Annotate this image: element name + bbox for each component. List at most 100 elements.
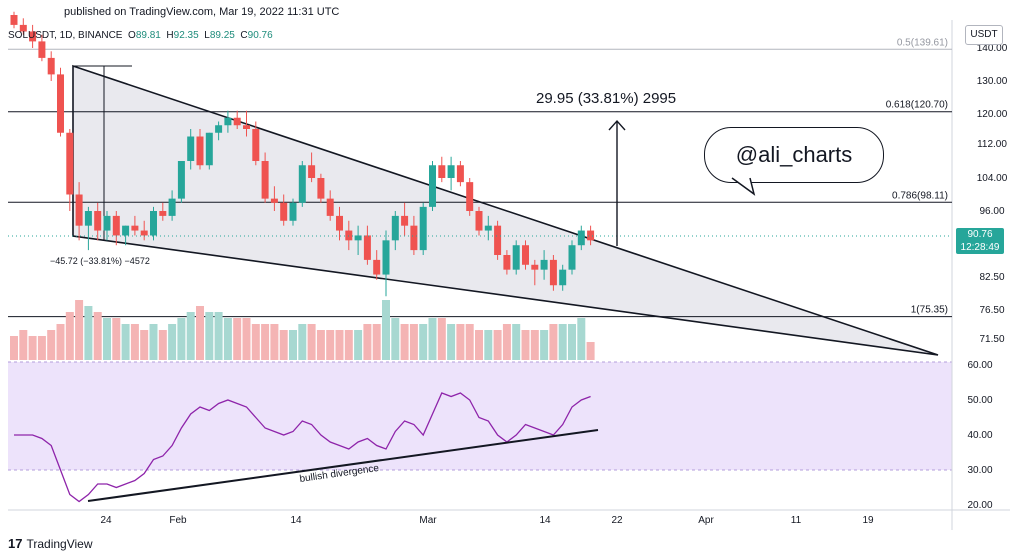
candle-42[interactable] (401, 202, 409, 236)
candle-17[interactable] (168, 190, 176, 221)
time-tick-5: 22 (611, 515, 623, 526)
last-price: 90.76 (967, 229, 993, 240)
candles[interactable] (10, 11, 595, 297)
candle-40[interactable] (382, 230, 390, 297)
candle-45[interactable] (429, 161, 436, 211)
tradingview-brand[interactable]: 17 TradingView (8, 536, 93, 551)
candle-11[interactable] (112, 211, 120, 246)
symbol-legend[interactable]: SOLUSDT, 1D, BINANCE O89.81 H92.35 L89.2… (8, 30, 273, 41)
candle-16[interactable] (159, 202, 167, 221)
candle-38[interactable] (363, 225, 371, 265)
candle-7[interactable] (75, 182, 83, 241)
candle-14[interactable] (140, 220, 148, 241)
candle-41[interactable] (391, 211, 399, 251)
candle-46[interactable] (438, 156, 446, 183)
candle-25[interactable] (243, 110, 250, 137)
candle-19[interactable] (187, 129, 195, 170)
candle-22[interactable] (215, 121, 223, 141)
candle-50[interactable] (475, 206, 483, 236)
candle-33[interactable] (317, 173, 325, 203)
candle-26[interactable] (252, 121, 260, 166)
rsi-axis[interactable]: 60.00 50.00 40.00 30.00 20.00 (967, 360, 992, 511)
volume-bar-28 (270, 324, 279, 360)
candle-4[interactable] (47, 51, 55, 81)
volume-bar-16 (158, 330, 167, 360)
price-tick-4: 104.00 (977, 173, 1008, 184)
volume-bar-47 (447, 324, 456, 360)
volume-bar-53 (502, 324, 511, 360)
symbol-name: SOLUSDT, 1D, BINANCE (8, 30, 123, 41)
candle-44[interactable] (419, 202, 427, 255)
candle-55[interactable] (522, 240, 529, 270)
candle-24[interactable] (233, 110, 241, 129)
candle-62[interactable] (587, 225, 595, 246)
volume-bar-19 (186, 312, 195, 360)
candle-13[interactable] (131, 215, 139, 236)
price-tick-7: 76.50 (979, 305, 1004, 316)
candle-54[interactable] (512, 240, 520, 275)
volume-bar-2 (28, 336, 37, 360)
candle-30[interactable] (289, 198, 297, 226)
candle-28[interactable] (270, 186, 278, 211)
price-tick-6: 82.50 (979, 272, 1004, 283)
currency-button[interactable]: USDT (965, 25, 1003, 45)
candle-36[interactable] (345, 220, 353, 251)
price-tick-8: 71.50 (979, 334, 1004, 345)
volume-bar-58 (549, 324, 558, 360)
volume-bar-49 (465, 324, 474, 360)
candle-48[interactable] (456, 161, 464, 187)
candle-61[interactable] (577, 225, 585, 251)
candle-2[interactable] (29, 24, 37, 48)
candle-20[interactable] (196, 129, 204, 170)
candle-37[interactable] (354, 225, 362, 255)
candle-15[interactable] (150, 206, 157, 241)
rsi-band (8, 362, 952, 470)
candle-52[interactable] (494, 220, 502, 260)
fib-label-3: 1(75.35) (911, 305, 948, 316)
candle-32[interactable] (308, 152, 316, 183)
candle-47[interactable] (447, 156, 455, 191)
candle-21[interactable] (205, 132, 213, 170)
volume-bar-13 (130, 324, 139, 360)
time-tick-0: 24 (100, 515, 112, 526)
candle-8[interactable] (84, 206, 92, 251)
candle-5[interactable] (57, 67, 64, 137)
time-axis[interactable]: 24 Feb 14 Mar 14 22 Apr 11 19 (100, 515, 874, 526)
candle-49[interactable] (466, 178, 474, 216)
fib-label-1: 0.618(120.70) (886, 100, 948, 111)
candle-34[interactable] (326, 190, 334, 221)
close-label: C (240, 30, 248, 41)
candle-9[interactable] (94, 202, 102, 241)
candle-1[interactable] (19, 18, 27, 35)
volume-bar-39 (372, 324, 381, 360)
candle-53[interactable] (503, 250, 511, 275)
volume-bar-4 (47, 330, 56, 360)
candle-59[interactable] (559, 264, 567, 291)
volume-bar-7 (75, 300, 84, 360)
volume-bar-27 (261, 324, 270, 360)
measure-label: −45.72 (−33.81%) −4572 (50, 256, 150, 266)
volume-bar-29 (279, 330, 288, 360)
candle-18[interactable] (177, 161, 185, 203)
candle-27[interactable] (261, 152, 269, 203)
volume-bar-56 (530, 330, 539, 360)
candle-10[interactable] (103, 211, 111, 241)
candle-12[interactable] (122, 225, 130, 246)
candle-29[interactable] (280, 194, 288, 226)
price-axis[interactable]: 140.00 130.00 120.00 112.00 104.00 96.00 82.50… (977, 43, 1008, 345)
candle-60[interactable] (568, 240, 576, 275)
candle-23[interactable] (224, 110, 232, 133)
candle-56[interactable] (531, 259, 539, 286)
candle-31[interactable] (298, 161, 306, 207)
candle-35[interactable] (336, 206, 343, 241)
price-tick-2: 120.00 (977, 109, 1008, 120)
candle-58[interactable] (549, 255, 557, 291)
candle-43[interactable] (410, 215, 418, 255)
volume-bar-52 (493, 330, 502, 360)
candle-0[interactable] (10, 11, 18, 29)
candle-57[interactable] (540, 250, 548, 280)
candle-39[interactable] (373, 250, 381, 280)
candle-3[interactable] (38, 34, 46, 62)
candle-6[interactable] (66, 129, 74, 211)
